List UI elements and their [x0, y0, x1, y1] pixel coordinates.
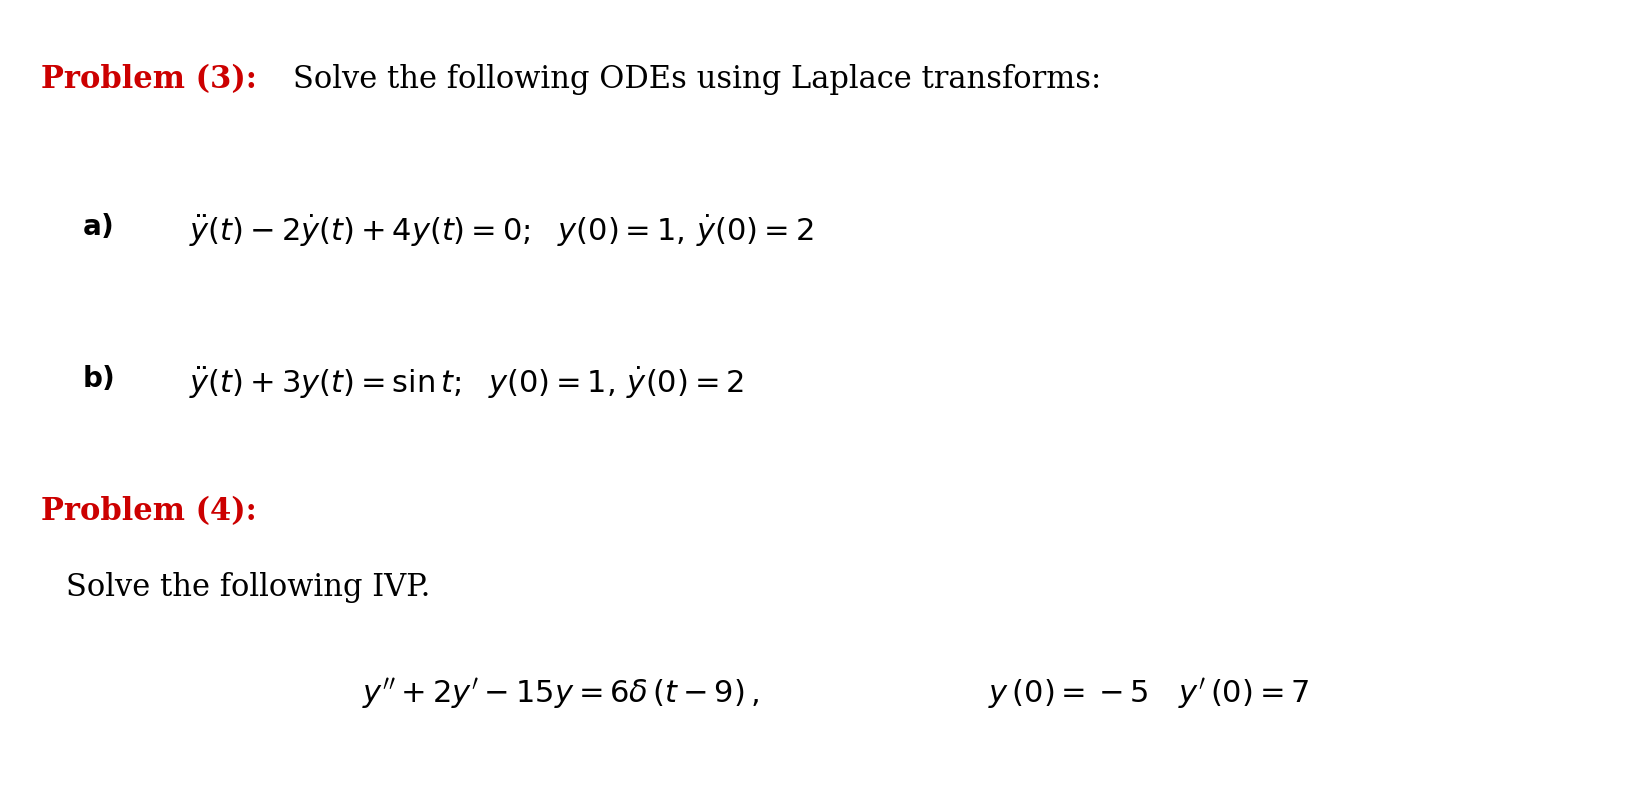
Text: $y'' + 2y' - 15y = 6\delta\,(t - 9)\,,$: $y'' + 2y' - 15y = 6\delta\,(t - 9)\,,$: [362, 676, 759, 711]
Text: $y\,(0) = -5 \quad y'\,(0) = 7$: $y\,(0) = -5 \quad y'\,(0) = 7$: [988, 676, 1309, 711]
Text: Problem (4):: Problem (4):: [41, 496, 257, 527]
Text: Solve the following ODEs using Laplace transforms:: Solve the following ODEs using Laplace t…: [293, 64, 1102, 95]
Text: $\ddot{y}(t) + 3y(t) = \sin t;\ \ y(0) = 1,\, \dot{y}(0) = 2$: $\ddot{y}(t) + 3y(t) = \sin t;\ \ y(0) =…: [189, 364, 744, 401]
Text: Problem (3):: Problem (3):: [41, 64, 257, 95]
Text: Solve the following IVP.: Solve the following IVP.: [66, 572, 430, 603]
Text: $\ddot{y}(t) - 2\dot{y}(t) + 4y(t) = 0;\ \ y(0) = 1,\, \dot{y}(0) = 2$: $\ddot{y}(t) - 2\dot{y}(t) + 4y(t) = 0;\…: [189, 212, 814, 249]
Text: $\mathbf{a)}$: $\mathbf{a)}$: [82, 212, 114, 241]
Text: $\mathbf{b)}$: $\mathbf{b)}$: [82, 364, 115, 393]
